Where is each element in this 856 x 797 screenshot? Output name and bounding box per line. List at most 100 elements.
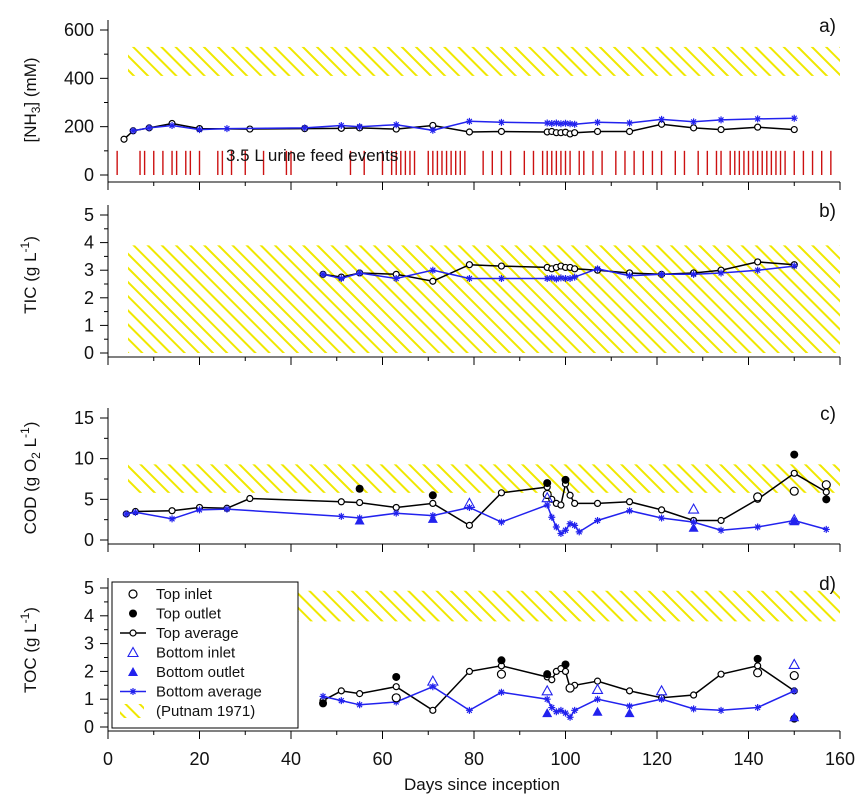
- data-point: [392, 683, 400, 691]
- data-point: [465, 274, 473, 282]
- y-axis-label-part: ): [21, 607, 40, 613]
- data-point: [657, 506, 666, 514]
- data-point: [356, 269, 364, 277]
- series-top-average: [319, 662, 798, 714]
- y-tick-label: 5: [84, 205, 94, 225]
- data-point: [196, 506, 203, 514]
- data-point: [626, 272, 634, 280]
- data-point: [548, 704, 556, 712]
- data-point: [552, 119, 560, 127]
- data-point: [562, 274, 569, 282]
- data-point: [790, 469, 798, 477]
- x-axis-label: Days since inception: [404, 775, 560, 794]
- y-axis-label-part: TOC (g L: [21, 623, 40, 693]
- legend-label: Bottom inlet: [156, 645, 236, 662]
- legend-marker: [129, 609, 137, 618]
- data-point: [497, 656, 506, 665]
- y-tick-label: 0: [84, 717, 94, 737]
- data-point: [557, 501, 565, 509]
- putnam-range-band: [128, 46, 840, 76]
- data-point: [429, 706, 437, 714]
- data-point: [753, 668, 763, 678]
- data-point: [689, 691, 698, 699]
- data-point: [790, 262, 798, 270]
- data-point: [566, 713, 574, 721]
- data-point: [658, 514, 666, 522]
- y-tick-label: 4: [84, 606, 94, 626]
- data-point: [717, 269, 725, 277]
- data-point: [168, 515, 176, 523]
- y-tick-label: 10: [74, 449, 94, 469]
- y-tick-label: 0: [84, 530, 94, 550]
- data-point: [789, 486, 799, 496]
- y-tick-label: 2: [84, 288, 94, 308]
- legend-label: Bottom outlet: [156, 664, 245, 681]
- y-tick-label: 600: [64, 20, 94, 40]
- data-point: [542, 708, 553, 718]
- legend-marker: [128, 667, 138, 676]
- panel-label: b): [819, 201, 836, 222]
- data-point: [571, 706, 579, 714]
- y-axis-label-part: ): [21, 422, 40, 428]
- data-point: [246, 494, 254, 503]
- data-point: [557, 120, 565, 128]
- data-point: [337, 274, 345, 282]
- legend-marker: [129, 629, 137, 637]
- data-point: [392, 503, 400, 512]
- y-axis-label-part: 3: [29, 106, 43, 113]
- x-tick-label: 100: [550, 749, 580, 769]
- data-point: [754, 123, 762, 131]
- series-top-outlet: [355, 450, 831, 504]
- x-tick-label: 60: [372, 749, 392, 769]
- panel-a: 0 200 400 600 [NH3] (mM) a) 3.5 L urine feed e…: [21, 16, 841, 190]
- data-point: [168, 507, 176, 515]
- y-tick-label: 3: [84, 634, 94, 654]
- y-axis-label-part: COD (g O: [21, 459, 40, 535]
- y-tick-label: 5: [84, 578, 94, 598]
- series-bottom-average: [122, 501, 830, 537]
- data-point: [789, 516, 800, 526]
- data-point: [575, 528, 583, 536]
- data-point: [626, 119, 634, 127]
- putnam-range-band: [128, 464, 840, 493]
- y-axis-label-part: ] (mM): [21, 57, 40, 106]
- data-point: [658, 115, 666, 123]
- x-tick-label: 120: [642, 749, 672, 769]
- data-point: [497, 489, 506, 497]
- data-point: [753, 492, 763, 502]
- data-point: [594, 118, 602, 126]
- data-point: [552, 275, 560, 283]
- data-point: [566, 274, 574, 282]
- data-point: [392, 509, 400, 517]
- legend-swatch: [120, 704, 144, 718]
- data-point: [562, 119, 569, 127]
- panel-label: c): [820, 404, 836, 425]
- y-axis-label-part: -1: [18, 241, 32, 252]
- legend-marker: [128, 589, 138, 599]
- data-point: [717, 116, 725, 124]
- data-point: [571, 521, 579, 529]
- data-point: [690, 118, 698, 126]
- data-point: [562, 709, 569, 717]
- data-point: [337, 697, 345, 705]
- data-point: [717, 670, 725, 678]
- data-point: [429, 499, 437, 507]
- y-axis-label-part: L: [21, 438, 40, 452]
- data-point: [754, 258, 762, 266]
- data-point: [223, 125, 231, 133]
- data-point: [690, 705, 698, 713]
- y-tick-label: 4: [84, 233, 94, 253]
- data-point: [541, 491, 554, 503]
- data-point: [543, 501, 551, 509]
- data-point: [625, 498, 634, 506]
- data-point: [625, 687, 634, 695]
- x-tick-label: 40: [281, 749, 301, 769]
- data-point: [196, 126, 203, 134]
- panel-b: 0 1 2 3 4 5 TIC (g L-1) b): [18, 201, 841, 365]
- data-point: [168, 121, 176, 129]
- series-bottom-inlet: [426, 658, 801, 696]
- data-point: [543, 119, 551, 127]
- data-point: [690, 518, 698, 526]
- panel-c: 0 5 10 15 COD (g O2 L-1) c): [18, 404, 841, 552]
- data-point: [690, 270, 698, 278]
